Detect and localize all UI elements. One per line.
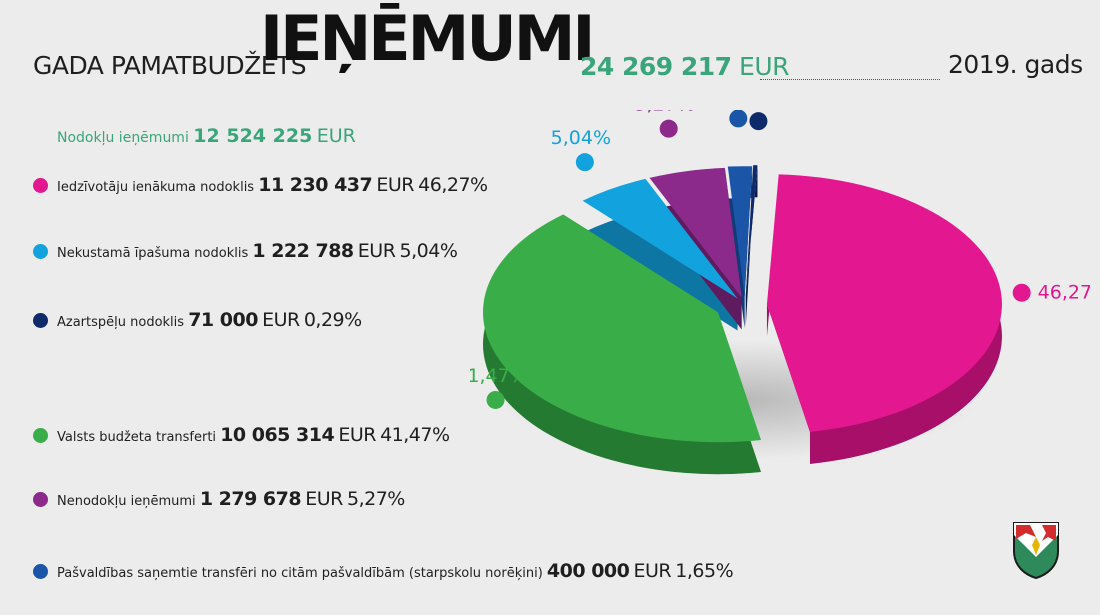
legend-label: Valsts budžeta transferti bbox=[57, 430, 217, 445]
pie-slice-side-property-tax bbox=[582, 178, 738, 331]
legend-dot-icon bbox=[33, 244, 48, 259]
legend-item-income-tax: Iedzīvotāju ienākuma nodoklis 11 230 437… bbox=[33, 174, 488, 196]
pie-slice-non-tax-revenue bbox=[649, 167, 742, 298]
pie-label-property-tax: 5,04% bbox=[551, 127, 611, 149]
legend-amount: 1 222 788 bbox=[252, 240, 354, 262]
dotted-divider bbox=[760, 79, 940, 80]
legend-amount: 1 279 678 bbox=[199, 488, 302, 510]
legend-percent: 0,29% bbox=[303, 309, 362, 331]
legend-dot-icon bbox=[33, 313, 48, 328]
legend-dot-icon bbox=[33, 178, 48, 193]
legend-percent: 5,27% bbox=[347, 488, 405, 510]
pie-labels: 46,27%41,47%5,04%5,27%1,65%0,29% bbox=[470, 110, 1090, 409]
pie-label-dot-state-transfers bbox=[486, 390, 505, 409]
pie-slice-side-gambling-tax bbox=[745, 165, 758, 328]
legend-amount: 400 000 bbox=[546, 560, 630, 582]
pie-label-dot-income-tax bbox=[1012, 283, 1031, 302]
pie-tops bbox=[483, 165, 1002, 443]
legend-amount: 71 000 bbox=[188, 309, 258, 331]
tax-revenue-currency: EUR bbox=[316, 125, 356, 147]
tax-revenue-heading: Nodokļu ieņēmumi 12 524 225 EUR bbox=[57, 125, 356, 147]
pie-label-dot-municipal-transfers bbox=[729, 110, 748, 128]
legend-label: Pašvaldības saņemtie transfēri no citām … bbox=[57, 566, 543, 581]
legend-label: Azartspēļu nodoklis bbox=[57, 315, 185, 330]
pie-slice-income-tax bbox=[766, 174, 1002, 432]
revenue-pie-chart: 46,27%41,47%5,04%5,27%1,65%0,29% bbox=[470, 110, 1090, 475]
pie-label-income-tax: 46,27% bbox=[1038, 282, 1090, 304]
legend-percent: 46,27% bbox=[418, 174, 488, 196]
legend-percent: 1,65% bbox=[675, 560, 734, 582]
legend-item-non-tax-revenue: Nenodokļu ieņēmumi 1 279 678 EUR 5,27% bbox=[33, 488, 405, 510]
pie-slice-municipal-transfers bbox=[727, 166, 753, 297]
legend-amount: 10 065 314 bbox=[220, 424, 335, 446]
legend-currency: EUR bbox=[305, 488, 343, 510]
year-label: 2019. gads bbox=[948, 50, 1083, 79]
budget-subtitle: GADA PAMATBUDŽETS bbox=[33, 51, 307, 80]
pie-slice-gambling-tax bbox=[745, 165, 758, 296]
tax-revenue-label: Nodokļu ieņēmumi bbox=[57, 130, 189, 146]
legend-amount: 11 230 437 bbox=[258, 174, 373, 196]
coat-of-arms-icon bbox=[1013, 522, 1059, 579]
legend-currency: EUR bbox=[633, 560, 672, 582]
legend-item-property-tax: Nekustamā īpašuma nodoklis 1 222 788 EUR… bbox=[33, 240, 458, 262]
tax-revenue-amount: 12 524 225 bbox=[193, 125, 313, 147]
legend-currency: EUR bbox=[262, 309, 300, 331]
pie-label-dot-non-tax-revenue bbox=[659, 119, 678, 138]
pie-slice-property-tax bbox=[582, 178, 738, 299]
total-amount: 24 269 217 bbox=[580, 52, 732, 81]
legend-currency: EUR bbox=[376, 174, 414, 196]
pie-slice-state-transfers bbox=[483, 214, 762, 443]
legend-label: Nenodokļu ieņēmumi bbox=[57, 494, 196, 509]
legend-dot-icon bbox=[33, 564, 48, 579]
legend-percent: 41,47% bbox=[380, 424, 450, 446]
total-currency: EUR bbox=[739, 52, 789, 81]
pie-label-non-tax-revenue: 5,27% bbox=[635, 110, 695, 116]
legend-item-municipal-transfers: Pašvaldības saņemtie transfēri no citām … bbox=[33, 560, 734, 582]
legend-item-gambling-tax: Azartspēļu nodoklis 71 000 EUR 0,29% bbox=[33, 309, 362, 331]
pie-label-state-transfers: 41,47% bbox=[470, 365, 528, 387]
total-revenue: 24 269 217 EUR bbox=[580, 52, 789, 81]
legend-label: Iedzīvotāju ienākuma nodoklis bbox=[57, 180, 255, 195]
header: GADA PAMATBUDŽETS IEŅĒMUMI 24 269 217 EU… bbox=[0, 0, 1100, 100]
page-title: IEŅĒMUMI bbox=[260, 2, 595, 75]
pie-label-dot-gambling-tax bbox=[749, 112, 768, 131]
legend-dot-icon bbox=[33, 492, 48, 507]
legend-currency: EUR bbox=[357, 240, 396, 262]
legend-item-state-transfers: Valsts budžeta transferti 10 065 314 EUR… bbox=[33, 424, 450, 446]
legend-label: Nekustamā īpašuma nodoklis bbox=[57, 246, 249, 261]
legend-currency: EUR bbox=[338, 424, 376, 446]
pie-label-dot-property-tax bbox=[575, 153, 594, 172]
legend-dot-icon bbox=[33, 428, 48, 443]
legend-percent: 5,04% bbox=[399, 240, 458, 262]
